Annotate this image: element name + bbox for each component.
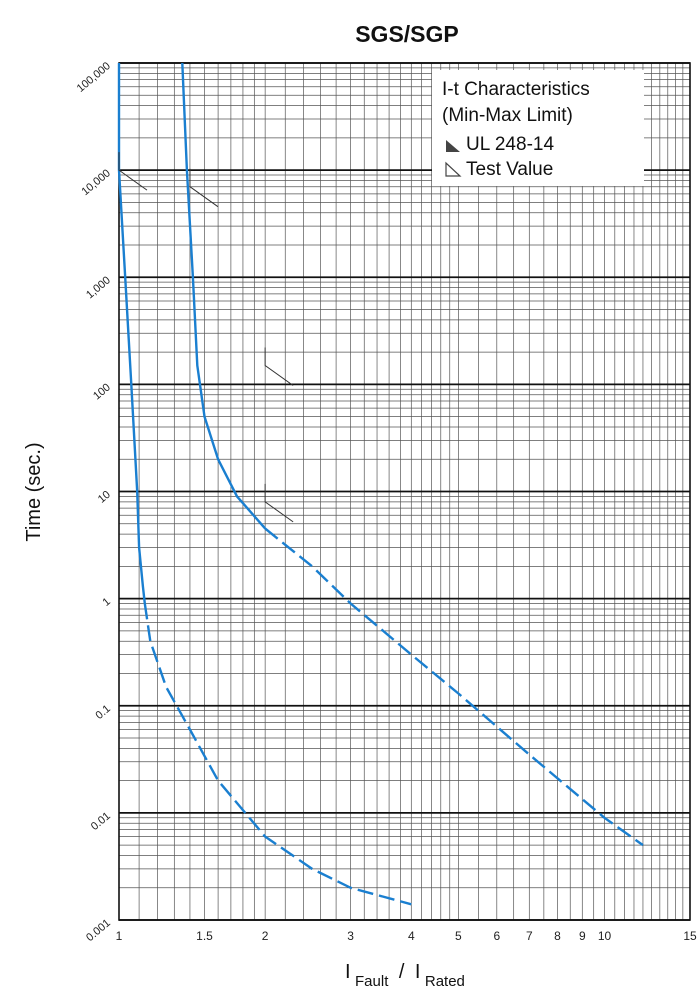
chart-title: SGS/SGP <box>355 21 459 47</box>
x-axis-label: I Fault / I Rated <box>345 961 465 990</box>
y-tick-label: 1,000 <box>84 274 113 301</box>
x-axis-label-text: I Fault / I Rated <box>345 961 465 990</box>
x-tick-label: 7 <box>526 929 533 943</box>
max-limit-curve-dashed <box>264 527 644 847</box>
legend: I-t Characteristics (Min-Max Limit) UL 2… <box>432 70 644 186</box>
y-tick-label: 1 <box>101 596 113 609</box>
test-value-markers <box>118 152 294 523</box>
test-value-marker <box>118 152 148 191</box>
x-tick-label: 5 <box>455 929 462 943</box>
min-limit-curve-solid <box>117 63 146 604</box>
y-tick-label: 100 <box>91 381 113 402</box>
legend-entry-ul-248-14: UL 248-14 <box>466 134 554 155</box>
y-axis-label: Time (sec.) <box>23 442 45 541</box>
x-tick-label: 15 <box>683 929 697 943</box>
y-tick-label: 0.01 <box>89 810 113 833</box>
y-tick-label: 100,000 <box>75 60 113 95</box>
x-tick-label: 8 <box>554 929 561 943</box>
legend-background <box>432 70 644 186</box>
x-tick-label: 10 <box>598 929 612 943</box>
x-tick-label: 4 <box>408 929 415 943</box>
legend-title-line-2: (Min-Max Limit) <box>442 105 573 126</box>
test-value-marker <box>264 347 294 386</box>
min-limit-curve-dashed <box>143 603 412 906</box>
ul-248-14-marker-icon <box>446 140 460 152</box>
x-tick-label: 9 <box>579 929 586 943</box>
plot-border <box>118 62 691 921</box>
max-limit-curve-solid <box>181 62 267 530</box>
test-value-marker-icon <box>445 161 462 177</box>
x-tick-label: 1.5 <box>196 929 213 943</box>
x-tick-label: 6 <box>493 929 500 943</box>
x-label-rated: Rated <box>425 973 465 990</box>
y-tick-label: 10 <box>96 489 113 506</box>
y-tick-label: 0.001 <box>84 917 113 944</box>
x-tick-label: 1 <box>116 929 123 943</box>
x-tick-labels: 1 1.5 2 3 4 5 6 7 8 9 10 15 <box>116 929 697 943</box>
legend-title-line-1: I-t Characteristics <box>442 79 590 100</box>
y-tick-label: 0.1 <box>93 703 112 722</box>
test-value-marker <box>189 168 219 208</box>
series-layer <box>117 62 644 906</box>
test-value-marker <box>264 483 294 523</box>
x-tick-label: 2 <box>262 929 269 943</box>
y-tick-labels: 100,000 10,000 1,000 100 10 1 0.1 0.01 0.001 <box>75 60 113 944</box>
x-label-i2: I <box>415 961 421 983</box>
x-label-i1: I <box>345 961 351 983</box>
y-tick-label: 10,000 <box>79 167 112 198</box>
x-tick-label: 3 <box>347 929 354 943</box>
legend-entry-test-value: Test Value <box>466 159 553 180</box>
x-label-fault: Fault <box>355 973 389 990</box>
x-label-slash: / <box>399 961 405 983</box>
